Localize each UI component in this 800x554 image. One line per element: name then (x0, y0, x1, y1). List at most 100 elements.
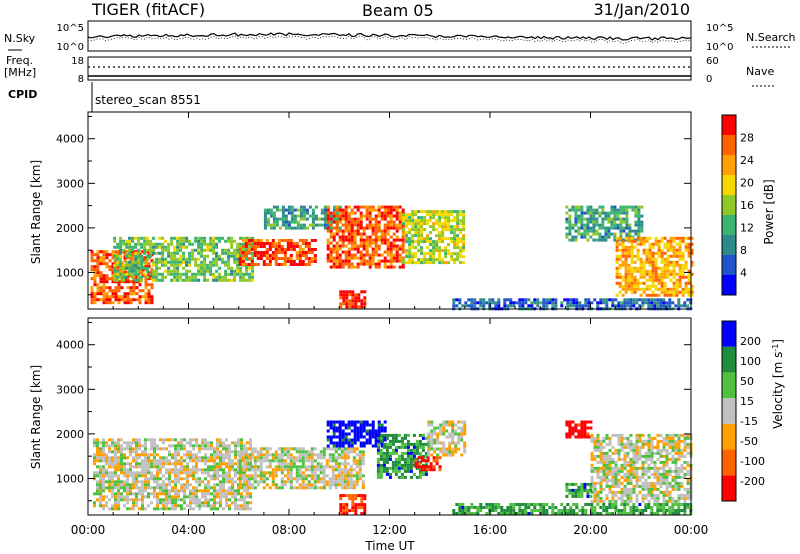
colorbar-tick-label: 200 (740, 335, 761, 348)
echo-region-8 (565, 420, 593, 439)
x-axis-label: Time UT (364, 539, 415, 553)
noise-panel-frame (87, 20, 692, 52)
colorbar-tick-label: 15 (740, 395, 754, 408)
colorbar-segment (722, 235, 736, 255)
colorbar-segment (722, 275, 736, 295)
echo-region-2 (238, 239, 317, 266)
x-tick-label: 00:00 (71, 523, 106, 537)
colorbar-segment (722, 346, 736, 373)
noise-traces (87, 32, 692, 44)
colorbar-frame (721, 320, 737, 502)
nave-label: Nave (746, 65, 774, 78)
radar-title: TIGER (fitACF) (91, 0, 205, 19)
echo-region-5 (414, 456, 442, 472)
echo-region-7 (452, 503, 693, 515)
colorbar-segment (722, 398, 736, 424)
beam-label: Beam 05 (362, 1, 434, 20)
colorbar-tick-label: 28 (740, 132, 754, 145)
y-tick-label: 2000 (56, 222, 84, 235)
colorbar-tick-label: -200 (740, 475, 765, 488)
echo-region-6 (427, 420, 467, 457)
power-colorbar-label: Power [dB] (762, 179, 776, 244)
colorbar-tick-label: 24 (740, 154, 754, 167)
colorbar-segment (722, 155, 736, 175)
x-tick-label: 00:00 (674, 523, 709, 537)
x-tick-label: 04:00 (171, 523, 206, 537)
colorbar-tick-label: 50 (740, 375, 754, 388)
x-tick-label: 08:00 (272, 523, 307, 537)
echo-region-8 (565, 205, 644, 242)
y-tick-label: 4000 (56, 339, 84, 352)
colorbar-segment (722, 321, 736, 347)
time-x-axis: 00:00 04:00 08:00 12:00 16:00 20:00 00:00 (71, 112, 709, 537)
velocity-colorbar: 200 100 50 15 -15 -50 -100 -200 (721, 320, 765, 502)
y-tick-label: 3000 (56, 383, 84, 396)
echo-region-1 (113, 236, 255, 282)
y-tick-label: 1000 (56, 266, 84, 279)
noise-left-tick-top: 10^5 (57, 23, 84, 34)
colorbar-tick-label: 8 (740, 244, 747, 257)
freq-label-line2: [MHz] (4, 66, 36, 79)
colorbar-tick-label: -100 (740, 455, 765, 468)
freq-left-tick-top: 18 (71, 56, 84, 67)
echo-region-2 (326, 420, 387, 448)
echo-region-3 (263, 205, 342, 230)
y-tick-label: 2000 (56, 428, 84, 441)
y-tick-label: 3000 (56, 177, 84, 190)
noise-right-tick-bottom: 10^0 (706, 42, 733, 53)
power-y-label: Slant Range [km] (29, 160, 43, 264)
noise-search-trace (87, 35, 692, 44)
x-tick-label: 12:00 (372, 523, 407, 537)
colorbar-tick-label: 12 (740, 222, 754, 235)
colorbar-tick-label: -50 (740, 435, 758, 448)
echo-region-4 (339, 290, 367, 309)
y-tick-label: 1000 (56, 472, 84, 485)
colorbar-segment (722, 255, 736, 275)
velocity-heatmap (93, 420, 693, 516)
power-heatmap (90, 205, 694, 311)
cpid-value: stereo_scan 8551 (95, 93, 201, 107)
colorbar-frame (721, 114, 737, 296)
velocity-y-label: Slant Range [km] (29, 365, 43, 469)
echo-region-5 (326, 205, 405, 269)
noise-sky-trace (87, 32, 692, 41)
x-tick-label: 16:00 (473, 523, 508, 537)
freq-panel-frame (87, 56, 692, 81)
colorbar-segment (722, 372, 736, 399)
colorbar-segment (722, 423, 736, 450)
echo-region-10 (565, 482, 593, 498)
velocity-y-axis: 1000 2000 3000 4000 (56, 321, 691, 502)
colorbar-segment (722, 449, 736, 476)
y-tick-label: 4000 (56, 133, 84, 146)
velocity-colorbar-label: Velocity [m s-1] (771, 339, 786, 429)
noise-left-tick-bottom: 10^0 (57, 42, 84, 53)
echo-region-0 (93, 438, 252, 511)
freq-left-tick-bottom: 8 (78, 74, 84, 85)
echo-region-6 (402, 210, 466, 265)
date-label: 31/Jan/2010 (593, 0, 690, 19)
echo-region-9 (590, 433, 693, 503)
colorbar-tick-label: 100 (740, 355, 761, 368)
cpid-label: CPID (8, 88, 37, 101)
power-y-axis: 1000 2000 3000 4000 (56, 115, 691, 296)
colorbar-tick-label: 4 (740, 267, 747, 280)
colorbar-tick-label: -15 (740, 415, 758, 428)
x-tick-label: 20:00 (573, 523, 608, 537)
noise-search-label: N.Search (746, 31, 796, 44)
noise-sky-label: N.Sky (4, 32, 36, 45)
colorbar-segment (722, 475, 736, 501)
echo-region-3 (339, 494, 367, 516)
colorbar-segment (722, 135, 736, 155)
colorbar-segment (722, 195, 736, 215)
freq-label-line1: Freq. (6, 54, 33, 67)
colorbar-segment (722, 115, 736, 135)
noise-right-tick-top: 10^5 (706, 23, 733, 34)
freq-right-tick-bottom: 0 (706, 74, 712, 85)
colorbar-tick-label: 20 (740, 177, 754, 190)
power-colorbar: 4 8 12 16 20 24 28 (721, 114, 754, 296)
echo-region-1 (238, 447, 365, 490)
echo-region-9 (615, 236, 694, 297)
colorbar-segment (722, 175, 736, 195)
colorbar-segment (722, 215, 736, 235)
